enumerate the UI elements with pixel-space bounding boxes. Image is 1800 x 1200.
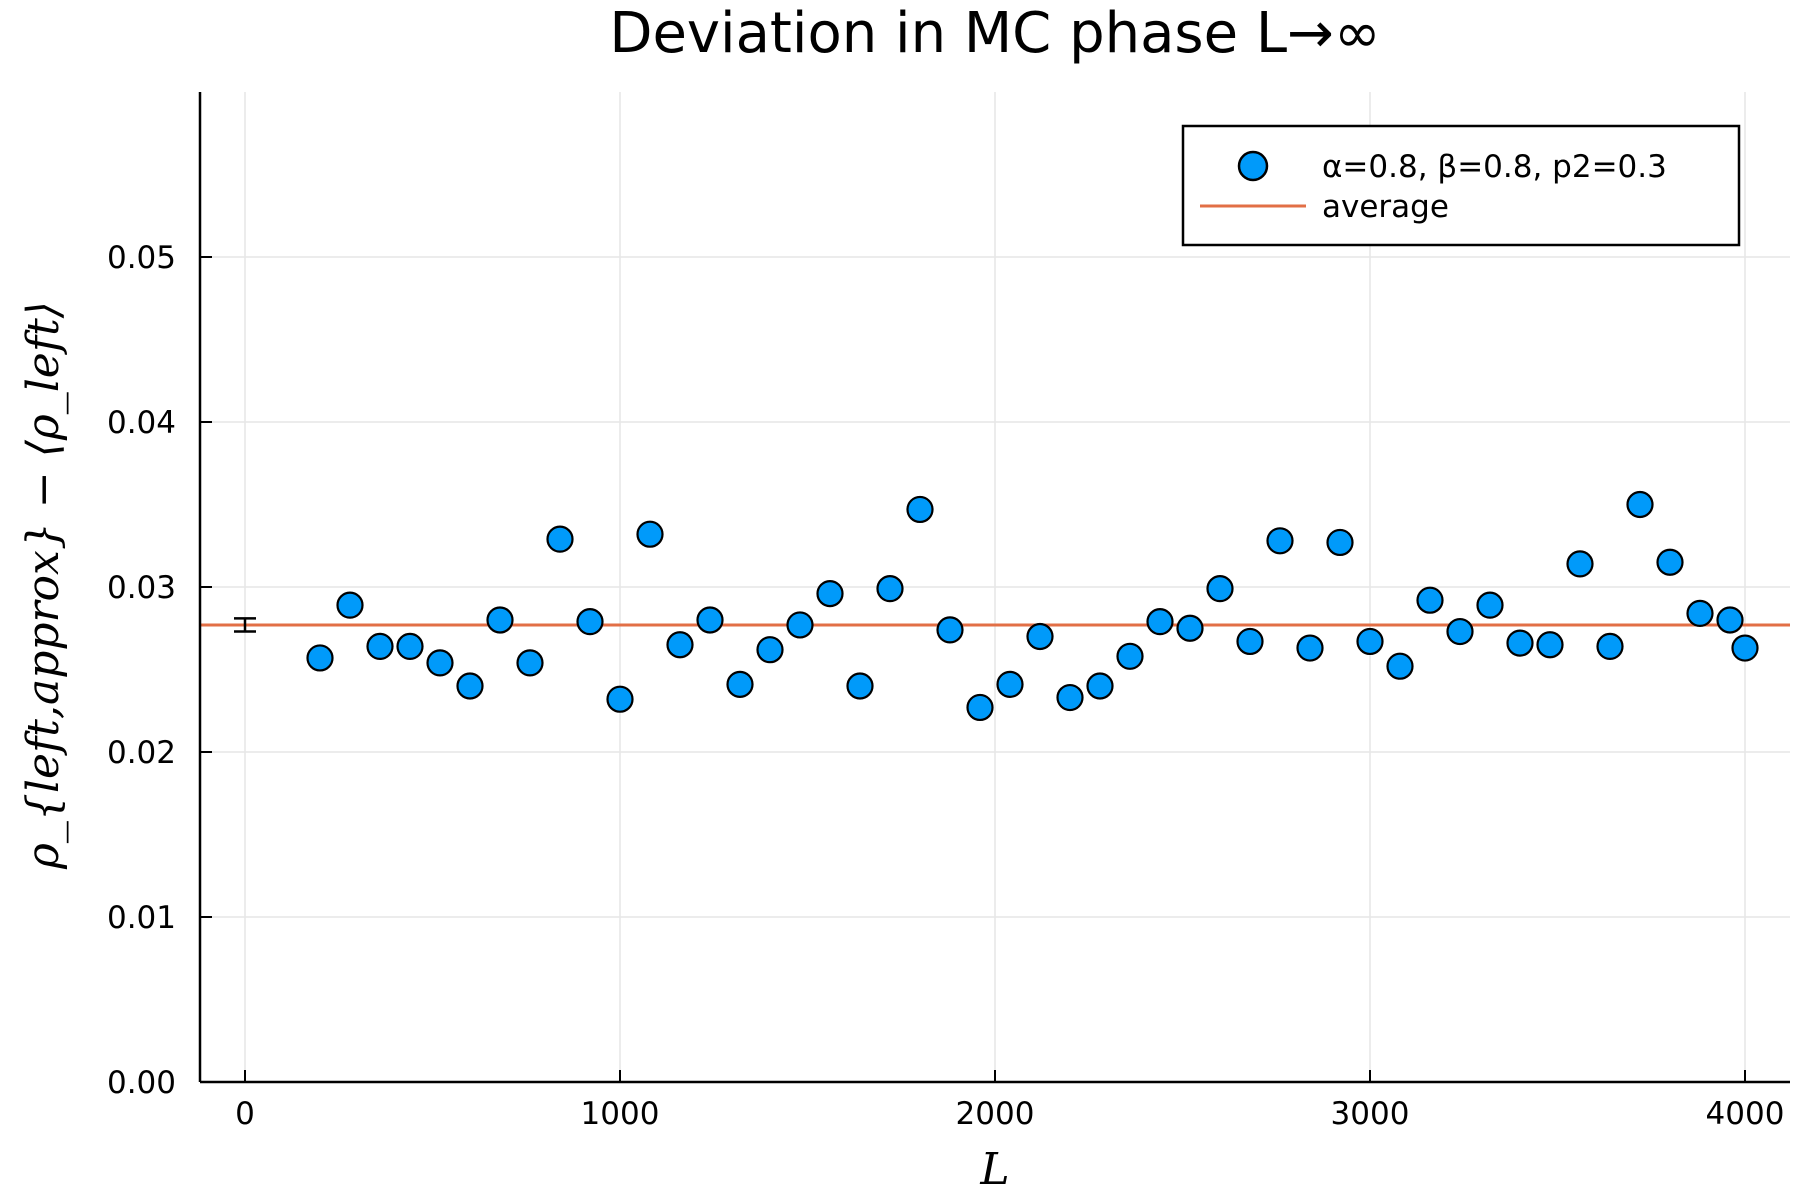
data-point (1416, 586, 1444, 614)
data-point (1476, 591, 1504, 619)
data-point (696, 606, 724, 634)
data-points (306, 490, 1759, 722)
data-point (306, 644, 334, 672)
data-point (1536, 631, 1564, 659)
data-point (1386, 652, 1414, 680)
x-tick-label: 0 (235, 1096, 255, 1132)
data-point (1356, 627, 1384, 656)
x-axis-label: L (979, 1144, 1009, 1195)
data-point (1236, 627, 1264, 656)
data-point (1146, 608, 1174, 636)
data-point (1086, 672, 1114, 700)
data-point (1326, 528, 1354, 557)
y-tick-label: 0.02 (107, 735, 176, 771)
x-tick-label: 3000 (1331, 1096, 1410, 1132)
data-point (756, 636, 784, 664)
error-bar-layer (234, 617, 256, 633)
data-point (876, 575, 904, 603)
data-point (1026, 622, 1054, 651)
data-point (666, 631, 694, 659)
data-point (906, 495, 934, 524)
legend-box (1181, 124, 1741, 247)
data-point (966, 693, 994, 722)
data-point (936, 616, 964, 644)
data-point (1656, 548, 1684, 576)
data-point (1116, 642, 1144, 670)
data-point (336, 591, 364, 619)
data-point (1056, 683, 1084, 712)
y-tick-label: 0.05 (107, 240, 176, 276)
x-tick-label: 4000 (1706, 1096, 1785, 1132)
data-point (786, 611, 814, 639)
data-point (846, 672, 874, 700)
data-point (426, 649, 454, 677)
data-point (1266, 527, 1294, 555)
data-point (1596, 632, 1624, 661)
data-point (996, 670, 1024, 698)
data-point (1686, 599, 1714, 628)
data-point (1296, 634, 1324, 662)
legend-marker-scatter (1237, 150, 1269, 182)
y-axis-label: ρ_{left,approx} − ⟨ρ_left⟩ (18, 301, 69, 870)
data-point (1506, 629, 1534, 657)
data-point (486, 606, 514, 634)
data-point (396, 632, 424, 661)
x-tick-label: 2000 (956, 1096, 1035, 1132)
legend-label-scatter: α=0.8, β=0.8, p2=0.3 (1322, 149, 1667, 185)
y-tick-label: 0.03 (107, 570, 176, 606)
data-point (726, 670, 754, 698)
y-tick-label: 0.00 (107, 1065, 176, 1101)
data-point (546, 525, 574, 553)
legend-label-average: average (1322, 189, 1449, 225)
data-point (606, 685, 634, 713)
data-point (576, 608, 604, 636)
tick-labels: 0 1000 2000 3000 4000 0.00 0.01 0.02 0.03 0.04 0.0… (107, 240, 1784, 1132)
data-point (816, 579, 844, 608)
data-point (456, 672, 484, 700)
y-tick-label: 0.04 (107, 405, 176, 441)
data-point (366, 632, 394, 661)
y-tick-label: 0.01 (107, 900, 176, 936)
data-point (1446, 617, 1474, 646)
x-tick-label: 1000 (581, 1096, 660, 1132)
legend: α=0.8, β=0.8, p2=0.3 average (1181, 124, 1741, 247)
axes (198, 92, 1790, 1084)
data-point (1731, 634, 1759, 662)
data-point (1206, 575, 1234, 603)
data-point (516, 649, 544, 677)
data-point (636, 520, 664, 548)
chart-title: Deviation in MC phase L→∞ (609, 1, 1380, 66)
data-point (1626, 490, 1654, 519)
data-point (1566, 550, 1594, 578)
data-point (1716, 606, 1744, 634)
data-point (1176, 614, 1204, 642)
